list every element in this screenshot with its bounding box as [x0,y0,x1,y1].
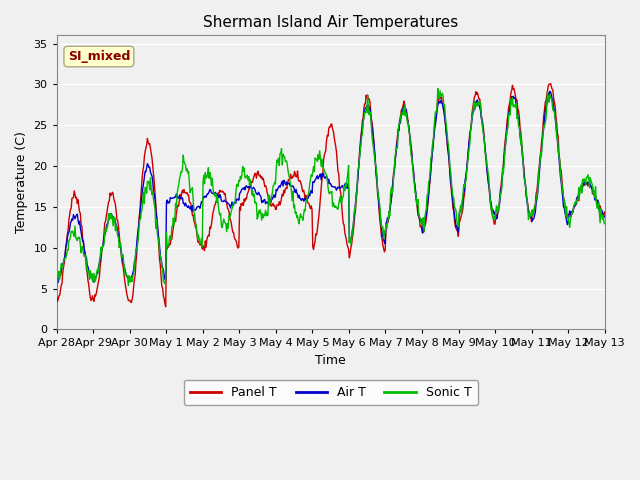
Title: Sherman Island Air Temperatures: Sherman Island Air Temperatures [203,15,458,30]
Text: SI_mixed: SI_mixed [68,50,130,63]
Y-axis label: Temperature (C): Temperature (C) [15,132,28,233]
X-axis label: Time: Time [316,354,346,367]
Legend: Panel T, Air T, Sonic T: Panel T, Air T, Sonic T [184,380,477,406]
